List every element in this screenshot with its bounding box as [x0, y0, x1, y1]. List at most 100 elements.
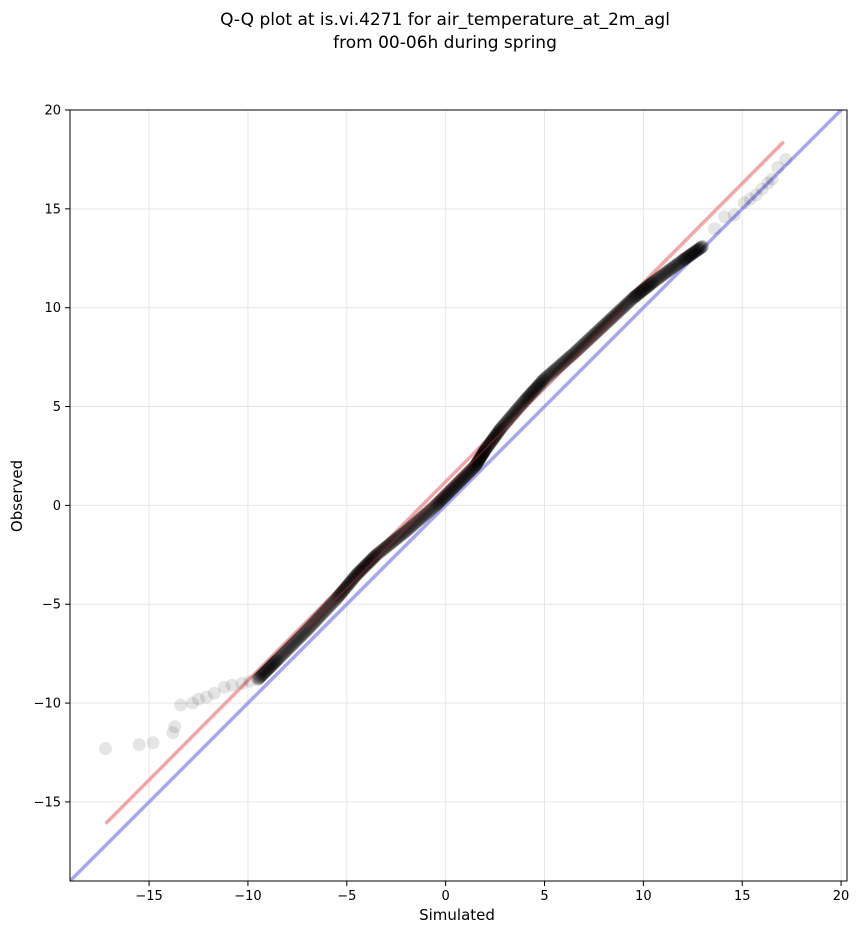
- data-point: [354, 564, 368, 578]
- data-point: [647, 274, 661, 288]
- data-point: [340, 579, 354, 593]
- data-point: [285, 638, 299, 652]
- data-point: [528, 382, 542, 396]
- data-point: [359, 558, 373, 572]
- data-point: [277, 646, 291, 660]
- data-point: [366, 551, 380, 565]
- data-point: [657, 267, 671, 281]
- data-point: [518, 394, 532, 408]
- data-point: [494, 421, 508, 435]
- data-point: [514, 398, 528, 412]
- data-point: [637, 283, 651, 297]
- data-point: [658, 266, 672, 280]
- data-point: [346, 572, 360, 586]
- data-point: [612, 305, 626, 319]
- data-point: [527, 384, 541, 398]
- y-axis-label: Observed: [8, 460, 26, 532]
- data-point: [587, 327, 601, 341]
- data-point: [264, 659, 278, 673]
- data-point: [557, 355, 571, 369]
- data-point: [310, 613, 324, 627]
- data-point: [343, 576, 357, 590]
- data-point: [419, 507, 433, 521]
- data-point: [356, 562, 370, 576]
- data-point: [636, 283, 650, 297]
- data-point: [681, 249, 695, 263]
- data-point: [358, 560, 372, 574]
- data-point: [274, 649, 288, 663]
- data-point: [415, 511, 429, 525]
- data-point: [648, 274, 662, 288]
- data-point: [361, 556, 375, 570]
- data-point: [477, 445, 491, 459]
- data-point: [491, 426, 505, 440]
- data-point: [297, 627, 311, 641]
- data-point: [381, 539, 395, 553]
- data-point: [253, 670, 267, 684]
- data-point: [477, 444, 491, 458]
- data-point: [524, 387, 538, 401]
- data-point: [380, 540, 394, 554]
- data-point: [353, 564, 367, 578]
- data-point: [261, 662, 275, 676]
- data-point: [595, 320, 609, 334]
- data-point: [556, 356, 570, 370]
- data-point: [292, 631, 306, 645]
- data-point: [343, 575, 357, 589]
- data-point: [613, 303, 627, 317]
- data-point: [410, 514, 424, 528]
- data-point: [513, 399, 527, 413]
- data-point: [263, 660, 277, 674]
- data-point: [686, 246, 700, 260]
- tail-point: [708, 222, 722, 236]
- data-point: [689, 244, 703, 258]
- data-point: [398, 525, 412, 539]
- data-point: [355, 562, 369, 576]
- tail-point: [761, 176, 775, 190]
- data-point: [621, 296, 635, 310]
- data-point: [251, 672, 265, 686]
- data-point: [551, 360, 565, 374]
- data-point: [542, 368, 556, 382]
- data-point: [279, 644, 293, 658]
- data-point: [305, 618, 319, 632]
- data-point: [662, 264, 676, 278]
- data-point: [395, 528, 409, 542]
- data-point: [677, 252, 691, 266]
- x-tick-label: −5: [337, 889, 356, 904]
- data-point: [632, 286, 646, 300]
- y-tick-label: 0: [53, 499, 61, 514]
- data-point: [359, 559, 373, 573]
- data-point: [473, 451, 487, 465]
- data-point: [555, 357, 569, 371]
- data-point: [673, 255, 687, 269]
- data-point: [522, 389, 536, 403]
- data-point: [629, 288, 643, 302]
- data-point: [476, 446, 490, 460]
- data-point: [260, 663, 274, 677]
- data-point: [308, 615, 322, 629]
- data-point: [633, 285, 647, 299]
- data-point: [312, 610, 326, 624]
- data-point: [619, 298, 633, 312]
- data-point: [301, 622, 315, 636]
- data-point: [475, 447, 489, 461]
- data-point: [304, 619, 318, 633]
- data-point: [357, 561, 371, 575]
- data-point: [690, 244, 704, 258]
- fit-line: [104, 140, 785, 825]
- data-point: [266, 658, 280, 672]
- data-point: [342, 577, 356, 591]
- data-point: [532, 378, 546, 392]
- y-tick-label: 15: [44, 202, 61, 217]
- data-point: [536, 374, 550, 388]
- data-point: [409, 516, 423, 530]
- data-point: [540, 370, 554, 384]
- data-point: [473, 451, 487, 465]
- data-point: [670, 258, 684, 272]
- data-point: [694, 240, 708, 254]
- data-point: [516, 396, 530, 410]
- data-point: [262, 661, 276, 675]
- data-point: [293, 630, 307, 644]
- data-point: [257, 666, 271, 680]
